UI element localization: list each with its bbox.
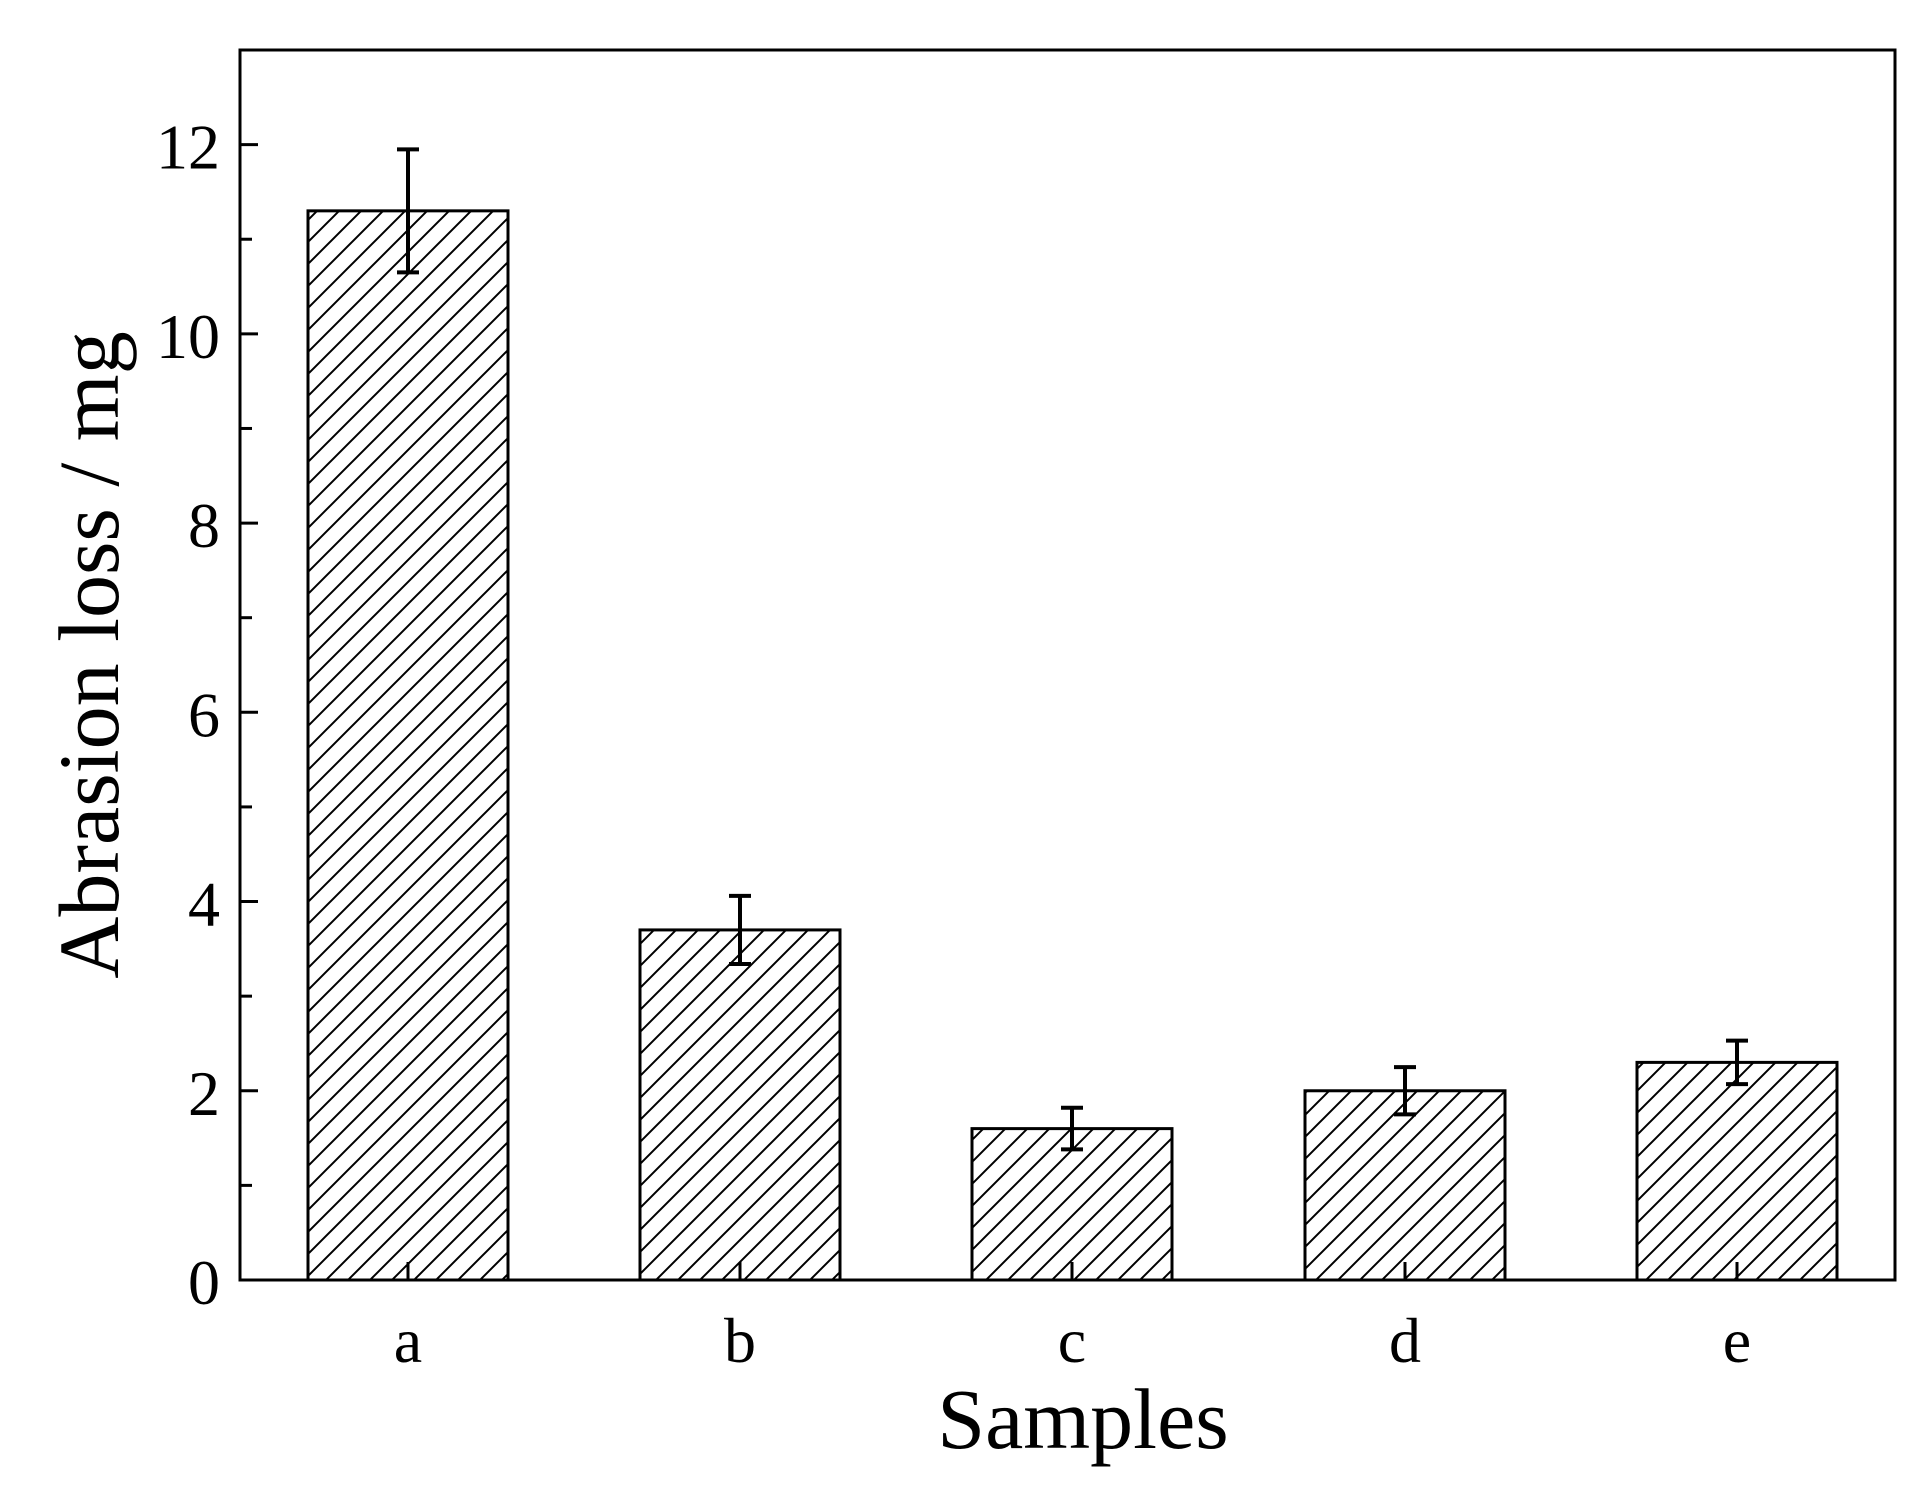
y-tick-label: 8	[188, 490, 220, 561]
y-tick-label: 6	[188, 679, 220, 750]
plot-frame	[238, 48, 1897, 1282]
x-ticks-group: a b c d e	[394, 1262, 1751, 1376]
x-tick-label-c: c	[1058, 1305, 1086, 1376]
bar-b	[638, 928, 842, 1282]
y-tick-label: 4	[188, 869, 220, 940]
error-bars-group	[397, 147, 1748, 1152]
bar-c	[970, 1127, 1174, 1282]
y-tick-label: 10	[156, 301, 220, 372]
y-tick-label: 2	[188, 1058, 220, 1129]
x-tick-label-b: b	[724, 1305, 756, 1376]
bar-d	[1303, 1089, 1507, 1282]
y-ticks-group: 0 2 4 6 8 10 12	[156, 112, 258, 1318]
plot-background	[240, 50, 1895, 1280]
bars-group	[306, 209, 1839, 1282]
y-tick-label: 0	[188, 1247, 220, 1318]
bar-e	[1635, 1060, 1839, 1282]
y-axis-title: Abrasion loss / mg	[41, 331, 137, 978]
x-axis-title: Samples	[937, 1371, 1228, 1467]
x-tick-label-a: a	[394, 1305, 422, 1376]
x-tick-label-e: e	[1723, 1305, 1751, 1376]
bar-a	[306, 209, 510, 1282]
y-tick-label: 12	[156, 112, 220, 183]
x-tick-label-d: d	[1389, 1305, 1421, 1376]
